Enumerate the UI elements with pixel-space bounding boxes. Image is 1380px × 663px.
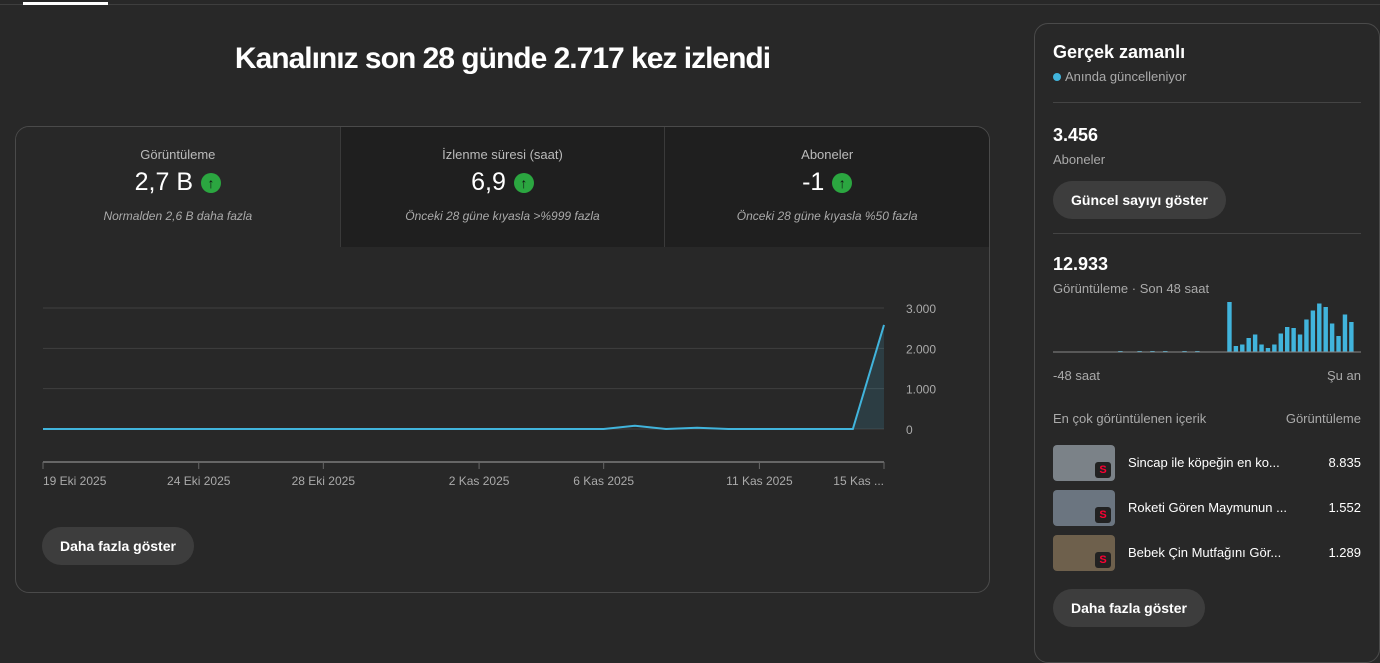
live-dot-icon: [1053, 73, 1061, 81]
show-more-button[interactable]: Daha fazla göster: [42, 527, 194, 565]
video-title: Roketi Gören Maymunun ...: [1128, 500, 1298, 515]
x-tick-label: 24 Eki 2025: [167, 474, 231, 488]
divider: [1053, 102, 1361, 103]
axis-start-label: -48 saat: [1053, 368, 1100, 383]
video-thumbnail: S: [1053, 445, 1115, 481]
video-thumbnail: S: [1053, 535, 1115, 571]
hour-bar: [1272, 345, 1276, 353]
y-tick-label: 1.000: [906, 383, 936, 397]
top-content-item[interactable]: S Sincap ile köpeğin en ko... 8.835: [1053, 440, 1361, 485]
top-content-column: Görüntüleme: [1286, 411, 1361, 426]
show-current-count-button[interactable]: Güncel sayıyı göster: [1053, 181, 1226, 219]
video-thumbnail: S: [1053, 490, 1115, 526]
hour-bar: [1285, 327, 1289, 352]
hour-bar: [1298, 335, 1302, 353]
realtime-title: Gerçek zamanlı: [1053, 42, 1361, 63]
top-content-header: En çok görüntülenen içerik: [1053, 411, 1206, 426]
hour-bar: [1247, 338, 1251, 352]
video-title: Sincap ile köpeğin en ko...: [1128, 455, 1298, 470]
top-content-item[interactable]: S Roketi Gören Maymunun ... 1.552: [1053, 485, 1361, 530]
realtime-panel: Gerçek zamanlı Anında güncelleniyor 3.45…: [1034, 23, 1380, 663]
hour-bar: [1266, 348, 1270, 352]
hour-bar: [1336, 336, 1340, 352]
hour-bar: [1253, 335, 1257, 353]
shorts-icon: S: [1095, 507, 1111, 523]
y-tick-label: 0: [906, 423, 913, 437]
subscriber-count: 3.456: [1053, 125, 1361, 146]
page-title: Kanalınız son 28 günde 2.717 kez izlendi: [0, 42, 1005, 76]
video-views: 1.552: [1328, 500, 1361, 515]
active-tab-indicator: [23, 2, 108, 5]
hour-bar: [1240, 345, 1244, 353]
series-line: [43, 325, 884, 429]
top-divider: [0, 4, 1380, 5]
y-tick-label: 2.000: [906, 342, 936, 356]
hour-bar: [1227, 302, 1231, 352]
x-tick-label: 28 Eki 2025: [292, 474, 356, 488]
y-tick-label: 3.000: [906, 302, 936, 316]
shorts-icon: S: [1095, 552, 1111, 568]
x-tick-label: 2 Kas 2025: [449, 474, 510, 488]
hourly-bar-chart: [1053, 300, 1363, 360]
hour-bar: [1234, 346, 1238, 352]
x-tick-label: 11 Kas 2025: [726, 474, 793, 488]
views-label: Görüntüleme · Son 48 saat: [1053, 281, 1361, 296]
hour-bar: [1259, 345, 1263, 353]
top-content-item[interactable]: S Bebek Çin Mutfağını Gör... 1.289: [1053, 530, 1361, 575]
hour-bar: [1324, 307, 1328, 352]
hour-bar: [1330, 324, 1334, 353]
overview-card: Görüntüleme 2,7 B↑ Normalden 2,6 B daha …: [15, 126, 990, 593]
axis-end-label: Şu an: [1327, 368, 1361, 383]
hour-bar: [1291, 328, 1295, 352]
video-views: 1.289: [1328, 545, 1361, 560]
hour-bar: [1343, 315, 1347, 353]
divider: [1053, 233, 1361, 234]
video-title: Bebek Çin Mutfağını Gör...: [1128, 545, 1298, 560]
hour-bar: [1317, 304, 1321, 353]
hour-bar: [1311, 311, 1315, 353]
hour-bar: [1304, 320, 1308, 353]
shorts-icon: S: [1095, 462, 1111, 478]
x-tick-label: 6 Kas 2025: [573, 474, 634, 488]
subscriber-label: Aboneler: [1053, 152, 1361, 167]
show-more-content-button[interactable]: Daha fazla göster: [1053, 589, 1205, 627]
x-tick-label: 19 Eki 2025: [43, 474, 107, 488]
views-count: 12.933: [1053, 254, 1361, 275]
video-views: 8.835: [1328, 455, 1361, 470]
hour-bar: [1279, 334, 1283, 353]
hour-bar: [1349, 322, 1353, 352]
x-tick-label: 15 Kas ...: [833, 474, 884, 488]
realtime-status: Anında güncelleniyor: [1065, 69, 1186, 84]
views-line-chart: 0 1.000 2.000 3.000 19 Eki 2025 24 Eki 2025 28…: [16, 127, 990, 593]
